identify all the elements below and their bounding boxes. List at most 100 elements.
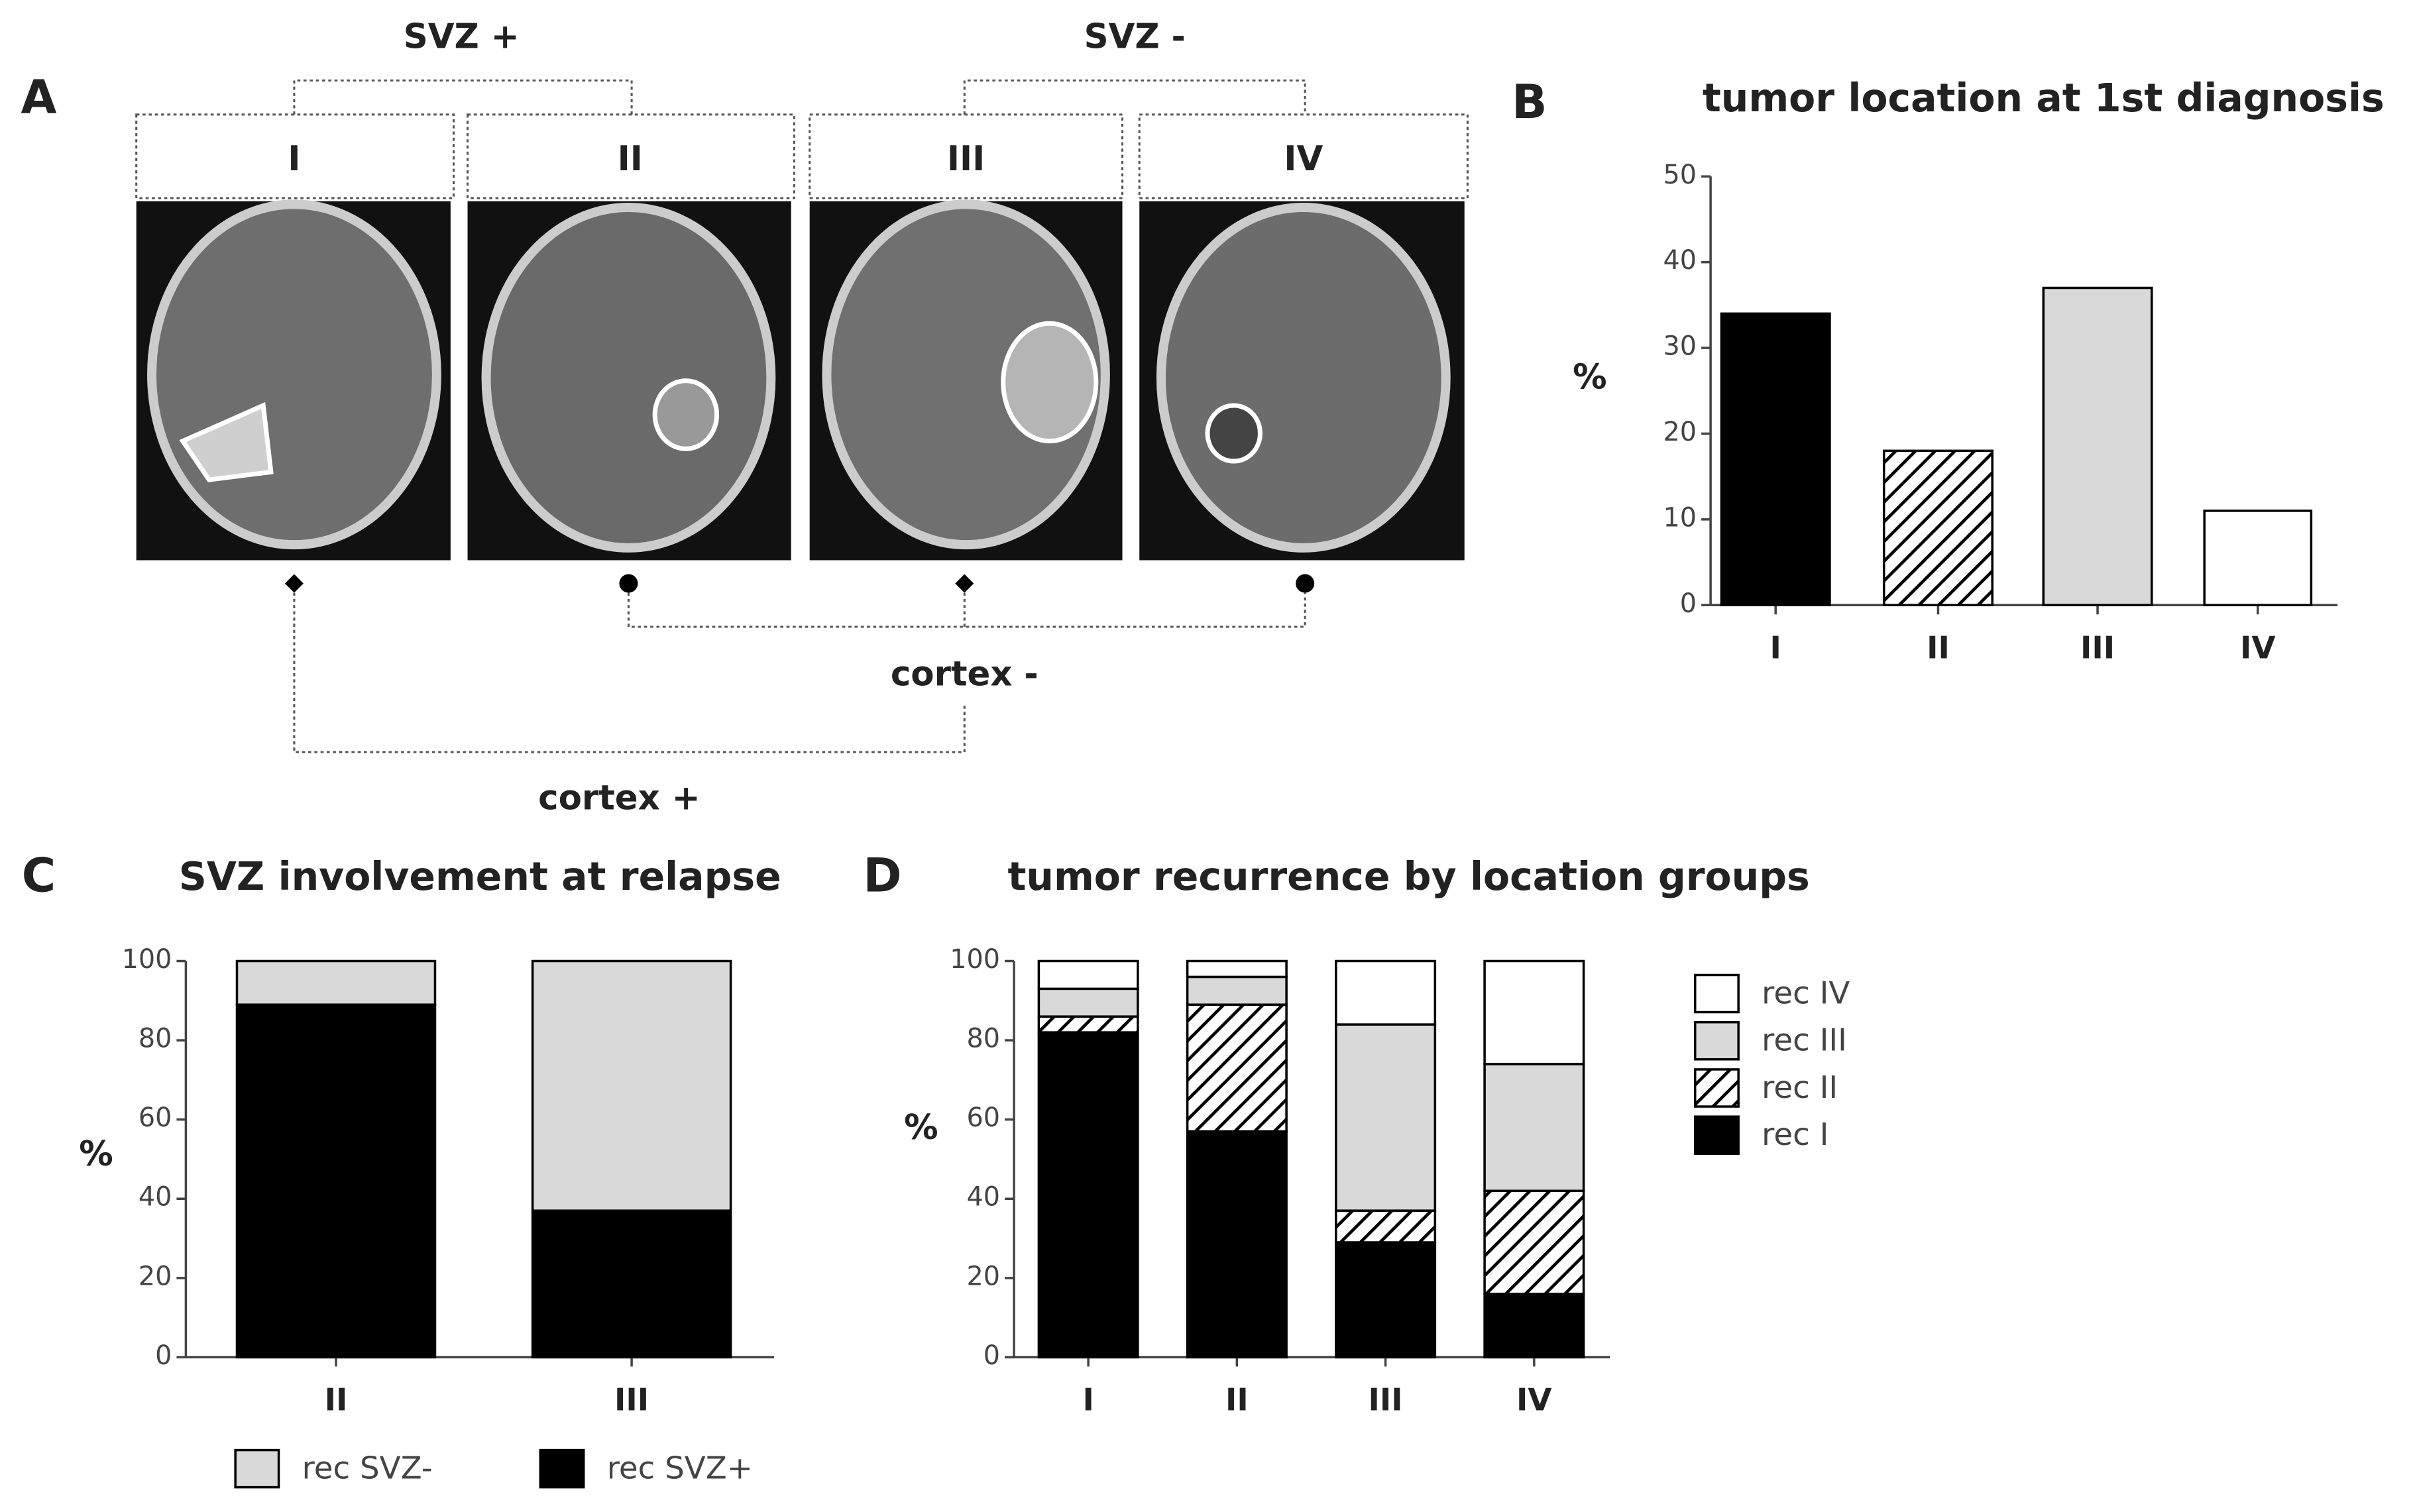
- y-tick-label: 0: [983, 1340, 1000, 1371]
- bracket: [963, 79, 1306, 115]
- x-tick-label: II: [325, 1383, 348, 1419]
- bar-segment: [1186, 975, 1288, 1006]
- chart-title: tumor recurrence by location groups: [1008, 854, 1810, 899]
- bracket: [293, 79, 633, 115]
- x-tick-label: I: [1082, 1383, 1094, 1419]
- bar-segment: [531, 1209, 732, 1359]
- bar: [2203, 510, 2313, 607]
- legend-label: rec I: [1762, 1117, 1828, 1153]
- x-tick-label: III: [2080, 631, 2115, 667]
- mri-image: [136, 199, 451, 561]
- box: [135, 113, 455, 199]
- bar-segment: [1483, 1063, 1585, 1193]
- box: [809, 113, 1124, 199]
- group-label: SVZ +: [404, 17, 520, 56]
- x-tick-label: III: [614, 1383, 649, 1419]
- bar-segment: [1037, 987, 1139, 1018]
- bar-segment: [1335, 1023, 1437, 1212]
- bar-segment: [1037, 1015, 1139, 1034]
- chart-title: SVZ involvement at relapse: [179, 854, 781, 899]
- bar-segment: [1186, 1003, 1288, 1133]
- bar-segment: [1483, 1189, 1585, 1295]
- legend-swatch: [1694, 1020, 1740, 1061]
- cortex-label: cortex +: [538, 779, 701, 818]
- x-tick-label: IV: [2240, 631, 2276, 667]
- mri-image: [1139, 201, 1465, 561]
- y-tick-label: 50: [1663, 160, 1697, 190]
- y-tick-label: 0: [1680, 588, 1697, 619]
- y-tick-label: 60: [139, 1103, 172, 1133]
- y-tick-label: 100: [122, 944, 172, 975]
- bar: [1882, 449, 1994, 607]
- y-tick-label: 20: [966, 1261, 1000, 1291]
- x-tick-label: I: [1770, 631, 1781, 667]
- diagram: SVZ + SVZ - I II III IV: [135, 17, 1469, 818]
- legend-swatch: [1694, 1068, 1740, 1108]
- location-label: I: [288, 139, 300, 179]
- chart-title: tumor location at 1st diagnosis: [1703, 76, 2385, 121]
- legend-swatch: [539, 1448, 585, 1489]
- y-tick-label: 100: [950, 944, 1000, 975]
- box: [1138, 113, 1469, 199]
- box: [467, 113, 795, 199]
- panel-label: B: [1512, 75, 1547, 129]
- y-axis-label: %: [904, 1108, 938, 1148]
- bar-segment: [1186, 959, 1288, 979]
- y-tick-label: 0: [155, 1340, 172, 1371]
- cortex-label: cortex -: [891, 655, 1039, 694]
- y-axis-label: %: [1573, 357, 1606, 397]
- bar-segment: [1335, 1209, 1437, 1244]
- legend-label: rec II: [1762, 1070, 1838, 1106]
- bar-segment: [1037, 1031, 1139, 1359]
- bracket: [293, 592, 966, 753]
- panel-label: A: [21, 70, 56, 125]
- y-tick-label: 40: [1663, 245, 1697, 276]
- location-label: IV: [1284, 139, 1323, 179]
- location-label: II: [618, 139, 643, 179]
- y-tick-label: 40: [139, 1182, 172, 1213]
- marker: [284, 574, 304, 593]
- y-tick-label: 20: [1663, 417, 1697, 447]
- mri-image: [809, 199, 1123, 561]
- y-axis-label: %: [79, 1134, 113, 1174]
- panel-label: D: [863, 849, 901, 903]
- legend-swatch: [1694, 1115, 1740, 1156]
- marker: [619, 574, 638, 593]
- bar-segment: [1335, 959, 1437, 1026]
- y-tick-label: 60: [966, 1103, 1000, 1133]
- y-tick-label: 30: [1663, 331, 1697, 362]
- legend-label: rec SVZ-: [302, 1450, 433, 1486]
- panel-label: C: [22, 849, 56, 903]
- bar-segment: [235, 1003, 437, 1359]
- y-tick-label: 20: [139, 1261, 172, 1291]
- bar-segment: [1483, 959, 1585, 1065]
- location-label: III: [947, 139, 985, 179]
- group-label: SVZ -: [1084, 17, 1186, 56]
- legend-swatch: [234, 1448, 280, 1489]
- x-tick-label: II: [1225, 1383, 1249, 1419]
- bar-segment: [235, 959, 437, 1006]
- bracket: [627, 592, 1306, 628]
- x-tick-label: II: [1927, 631, 1950, 667]
- marker: [1296, 574, 1315, 593]
- y-tick-label: 80: [966, 1024, 1000, 1054]
- x-tick-label: IV: [1516, 1383, 1552, 1419]
- mri-image: [467, 201, 791, 561]
- legend-swatch: [1694, 973, 1740, 1014]
- y-tick-label: 40: [966, 1182, 1000, 1213]
- legend-label: rec SVZ+: [607, 1450, 753, 1486]
- legend-label: rec IV: [1762, 975, 1850, 1011]
- bar-segment: [1037, 959, 1139, 991]
- bar-segment: [1335, 1241, 1437, 1359]
- bar: [1720, 312, 1831, 607]
- legend-label: rec III: [1762, 1023, 1847, 1059]
- x-tick-label: III: [1369, 1383, 1403, 1419]
- bar-segment: [1483, 1293, 1585, 1359]
- marker: [955, 574, 974, 593]
- bar-segment: [531, 959, 732, 1212]
- y-tick-label: 80: [139, 1024, 172, 1054]
- bar: [2042, 286, 2153, 607]
- bar-segment: [1186, 1130, 1288, 1359]
- y-tick-label: 10: [1663, 502, 1697, 533]
